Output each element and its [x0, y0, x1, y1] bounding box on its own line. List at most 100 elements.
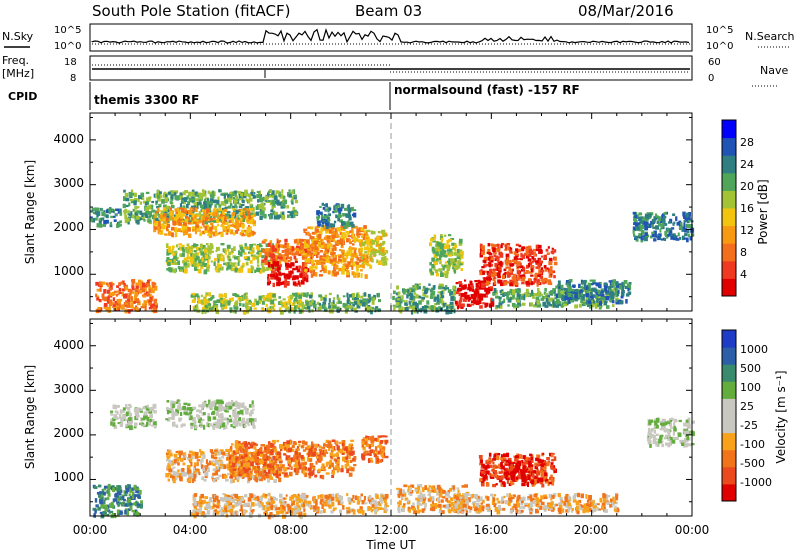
- power-cell: [504, 292, 506, 295]
- power-cell: [106, 282, 109, 285]
- power-cell: [537, 275, 540, 277]
- power-cell: [318, 294, 322, 297]
- power-cell: [207, 264, 209, 267]
- power-cell: [458, 301, 461, 305]
- power-cell: [319, 303, 321, 306]
- velocity-cell: [199, 410, 202, 414]
- power-cell: [321, 224, 324, 227]
- power-cell: [505, 281, 509, 283]
- power-cell: [517, 290, 521, 293]
- power-cell: [123, 204, 126, 208]
- power-cell: [586, 287, 588, 290]
- power-cell: [236, 210, 239, 214]
- velocity-cell: [124, 510, 127, 515]
- power-cell: [300, 299, 302, 303]
- power-cell: [223, 301, 226, 305]
- velocity-cell: [219, 414, 223, 419]
- power-cell: [363, 225, 367, 229]
- power-cell: [283, 298, 286, 300]
- power-cell: [397, 298, 401, 300]
- freq-label-2: [MHz]: [2, 67, 34, 80]
- power-cell: [308, 251, 311, 255]
- power-cell: [616, 288, 618, 291]
- power-cbar-swatch: [722, 226, 736, 244]
- power-cell: [351, 247, 354, 250]
- power-cell: [189, 247, 193, 250]
- power-cell: [335, 241, 338, 244]
- velocity-cell: [100, 504, 104, 509]
- power-cell: [256, 268, 260, 273]
- velocity-cell: [218, 457, 220, 460]
- power-cell: [116, 285, 119, 288]
- velocity-cell: [106, 491, 108, 494]
- power-cell: [407, 289, 409, 293]
- power-cell: [643, 217, 645, 220]
- power-cell: [358, 273, 360, 278]
- power-cell: [104, 212, 106, 216]
- power-cell: [293, 281, 297, 285]
- power-cell: [450, 302, 454, 306]
- velocity-cell: [167, 400, 170, 403]
- velocity-cell: [104, 504, 108, 507]
- power-cell: [260, 198, 263, 203]
- power-cell: [437, 242, 441, 247]
- power-cell: [494, 280, 496, 284]
- power-cell: [285, 263, 289, 267]
- velocity-cell: [224, 410, 227, 412]
- power-cell: [198, 269, 202, 273]
- power-cell: [228, 198, 231, 202]
- power-cell: [522, 303, 526, 306]
- power-cell: [318, 234, 322, 238]
- power-cell: [309, 294, 313, 298]
- power-cell: [657, 236, 660, 240]
- power-cell: [606, 292, 609, 295]
- power-cell: [493, 244, 497, 247]
- velocity-cell: [182, 406, 186, 410]
- power-cell: [540, 250, 543, 254]
- velocity-cell: [120, 496, 123, 500]
- power-cell: [248, 217, 251, 219]
- power-cell: [464, 284, 467, 288]
- velocity-cell: [251, 405, 254, 408]
- power-cell: [424, 290, 428, 295]
- power-cell: [448, 234, 451, 236]
- power-cell: [331, 302, 333, 305]
- velocity-cell: [123, 502, 125, 505]
- power-cell: [440, 291, 442, 295]
- power-cell: [161, 199, 165, 204]
- power-cell: [402, 307, 404, 311]
- power-cell: [604, 301, 608, 303]
- power-cell: [224, 293, 227, 297]
- power-cell: [268, 243, 271, 247]
- power-cell: [286, 205, 289, 208]
- power-cell: [517, 300, 521, 303]
- power-cell: [188, 210, 191, 214]
- power-cell: [207, 201, 211, 205]
- power-cell: [202, 262, 204, 266]
- power-cell: [270, 258, 272, 261]
- power-cell: [507, 271, 509, 276]
- power-cell: [134, 193, 137, 198]
- power-cell: [343, 295, 346, 297]
- power-cell: [311, 293, 313, 295]
- power-cell: [144, 213, 147, 216]
- power-cell: [364, 247, 367, 250]
- power-cbar-swatch: [722, 243, 736, 261]
- velocity-cell: [110, 413, 113, 416]
- velocity-cell: [129, 488, 131, 493]
- velocity-cell: [242, 418, 245, 422]
- power-cell: [680, 222, 682, 226]
- power-cell: [638, 233, 641, 237]
- power-cell: [467, 304, 470, 307]
- power-cell: [379, 247, 382, 250]
- velocity-cell: [180, 412, 182, 416]
- velocity-cell: [137, 503, 140, 506]
- power-cell: [232, 192, 235, 196]
- velocity-cell: [108, 493, 111, 497]
- power-cell: [352, 298, 354, 301]
- power-cell: [328, 219, 330, 221]
- power-cell: [202, 189, 205, 192]
- power-cell: [297, 241, 299, 245]
- power-cell: [530, 275, 533, 277]
